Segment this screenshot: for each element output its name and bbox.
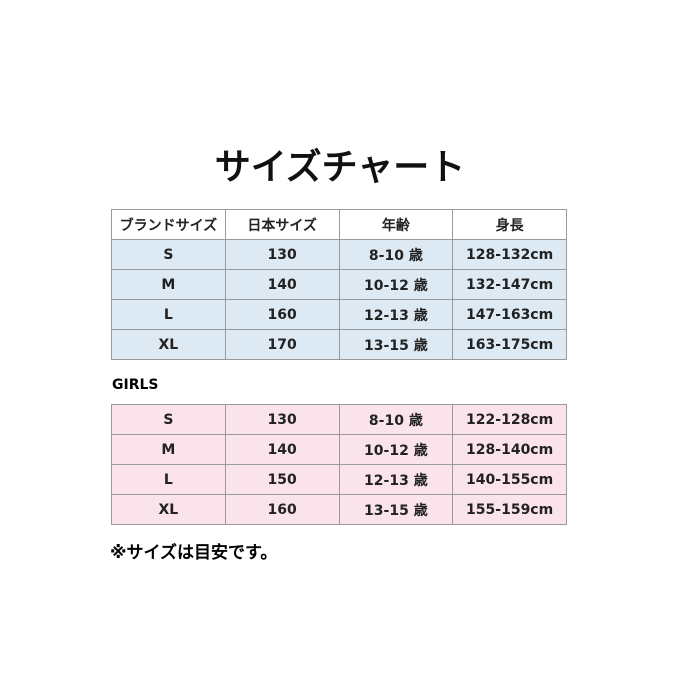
table-cell: 年齢: [338, 209, 454, 240]
note: ※サイズは目安です。: [110, 543, 278, 563]
section-label: GIRLS: [112, 377, 159, 393]
table-row: M 140 10-12 歳 128-140cm: [111, 434, 567, 465]
table-cell: 130: [224, 404, 340, 435]
table-cell: 12-13 歳: [338, 299, 454, 330]
table-cell: ブランドサイズ: [111, 209, 226, 240]
table-cell: XL: [111, 329, 226, 360]
table-cell: 128-132cm: [452, 239, 567, 270]
table-cell: 日本サイズ: [224, 209, 340, 240]
table-row: XL 160 13-15 歳 155-159cm: [111, 494, 567, 525]
table-row: L 150 12-13 歳 140-155cm: [111, 464, 567, 495]
table-cell: 10-12 歳: [338, 434, 454, 465]
girls-table: S 130 8-10 歳 122-128cm M 140 10-12 歳 128-140cm L…: [111, 404, 567, 525]
table-cell: L: [111, 299, 226, 330]
table-cell: M: [111, 434, 226, 465]
table-row: L 160 12-13 歳 147-163cm: [111, 299, 567, 330]
table-cell: S: [111, 404, 226, 435]
table-cell: 163-175cm: [452, 329, 567, 360]
table-cell: 155-159cm: [452, 494, 567, 525]
table-cell: L: [111, 464, 226, 495]
table-row: S 130 8-10 歳 122-128cm: [111, 404, 567, 435]
table-row: M 140 10-12 歳 132-147cm: [111, 269, 567, 300]
table-row: XL 170 13-15 歳 163-175cm: [111, 329, 567, 360]
table-cell: 13-15 歳: [338, 494, 454, 525]
table-cell: S: [111, 239, 226, 270]
table-cell: 140: [224, 434, 340, 465]
table-cell: 8-10 歳: [338, 239, 454, 270]
table-cell: 13-15 歳: [338, 329, 454, 360]
table-cell: 160: [224, 494, 340, 525]
table-cell: 8-10 歳: [338, 404, 454, 435]
table-cell: 身長: [452, 209, 567, 240]
table-cell: 122-128cm: [452, 404, 567, 435]
table-cell: 140: [224, 269, 340, 300]
table-cell: XL: [111, 494, 226, 525]
table-cell: M: [111, 269, 226, 300]
table-cell: 147-163cm: [452, 299, 567, 330]
table-cell: 132-147cm: [452, 269, 567, 300]
table-cell: 12-13 歳: [338, 464, 454, 495]
table-cell: 150: [224, 464, 340, 495]
table-cell: 160: [224, 299, 340, 330]
table-row: S 130 8-10 歳 128-132cm: [111, 239, 567, 270]
table-cell: 130: [224, 239, 340, 270]
table-cell: 10-12 歳: [338, 269, 454, 300]
table-cell: 170: [224, 329, 340, 360]
table-cell: 128-140cm: [452, 434, 567, 465]
size-table: ブランドサイズ 日本サイズ 年齢 身長 S 130 8-10 歳 128-132cm M 140 1…: [111, 209, 567, 360]
table-cell: 140-155cm: [452, 464, 567, 495]
title: サイズチャート: [214, 147, 466, 188]
table-row: ブランドサイズ 日本サイズ 年齢 身長: [111, 209, 567, 240]
